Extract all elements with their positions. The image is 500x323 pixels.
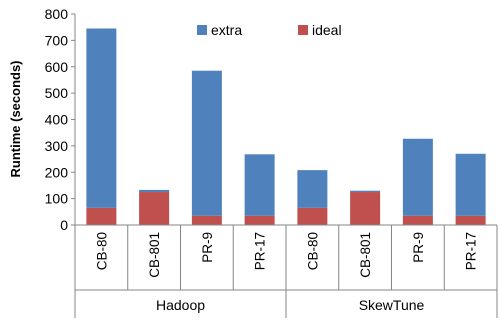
legend-swatch-ideal <box>298 25 308 35</box>
x-tick-label: PR-9 <box>411 232 426 263</box>
y-tick-label: 300 <box>45 138 69 154</box>
legend-label-extra: extra <box>211 22 242 38</box>
bar-ideal <box>191 215 222 225</box>
bar-ideal <box>86 207 117 225</box>
bar-ideal <box>455 215 486 225</box>
legend-swatch-extra <box>197 25 207 35</box>
bar-extra <box>191 70 222 216</box>
bar-extra <box>350 190 381 193</box>
group-label: SkewTune <box>359 297 425 313</box>
y-tick-label: 500 <box>45 85 69 101</box>
y-tick-label: 600 <box>45 59 69 75</box>
bar-extra <box>402 138 433 216</box>
y-tick-label: 700 <box>45 32 69 48</box>
bar-ideal <box>297 207 328 225</box>
bar-extra <box>139 189 170 193</box>
y-tick-label: 0 <box>60 217 68 233</box>
bar-extra <box>297 170 328 208</box>
legend-label-ideal: ideal <box>312 22 342 38</box>
x-tick-label: CB-801 <box>358 232 373 278</box>
x-tick-label: PR-9 <box>200 232 215 263</box>
x-tick-label: PR-17 <box>253 232 268 270</box>
bar-ideal <box>139 192 170 225</box>
x-tick-label: CB-80 <box>305 232 320 270</box>
bar-extra <box>86 28 117 208</box>
bar-extra <box>455 153 486 216</box>
bar-ideal <box>244 215 275 225</box>
x-tick-label: PR-17 <box>464 232 479 270</box>
y-tick-label: 400 <box>45 112 69 128</box>
x-tick-label: CB-80 <box>94 232 109 270</box>
y-tick-label: 200 <box>45 164 69 180</box>
y-tick-label: 100 <box>45 191 69 207</box>
group-label: Hadoop <box>156 297 205 313</box>
y-axis-label: Runtime (seconds) <box>8 60 23 177</box>
bar-ideal <box>350 192 381 225</box>
bar-ideal <box>402 215 433 225</box>
x-tick-label: CB-801 <box>147 232 162 278</box>
y-tick-label: 800 <box>45 6 69 22</box>
bar-extra <box>244 154 275 216</box>
